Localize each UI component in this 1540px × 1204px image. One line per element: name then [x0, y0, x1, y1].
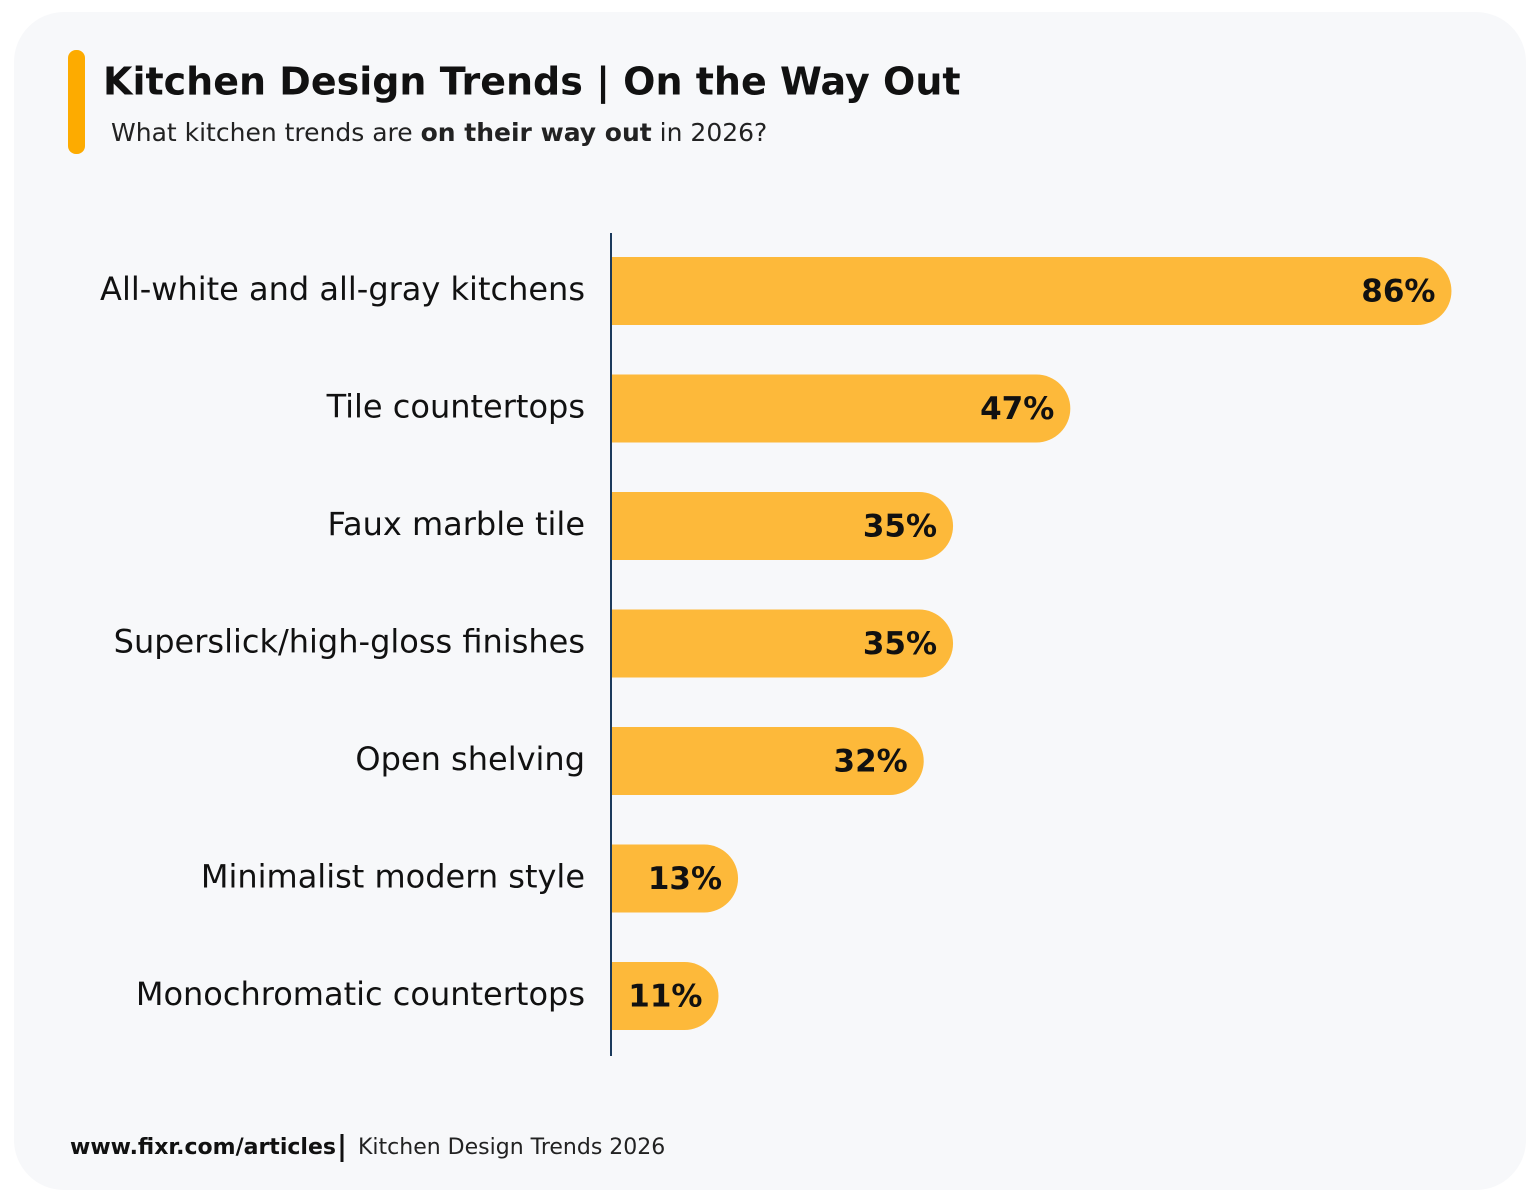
category-label: Tile countertops	[326, 388, 585, 426]
category-label: Faux marble tile	[328, 505, 585, 543]
category-label: All-white and all-gray kitchens	[100, 270, 585, 308]
chart-subtitle: What kitchen trends are on their way out…	[111, 118, 767, 147]
subtitle-part: in 2026?	[660, 118, 768, 147]
bar	[611, 844, 739, 913]
value-label: 35%	[863, 509, 937, 545]
plot-area: All-white and all-gray kitchens 86% Tile c…	[100, 257, 1452, 1030]
category-label: Monochromatic countertops	[136, 975, 585, 1013]
bar	[611, 374, 1071, 443]
value-label: 47%	[980, 391, 1054, 427]
footer-source: www.fixr.com/articles	[70, 1135, 336, 1160]
value-label: 11%	[628, 979, 702, 1015]
chart-title: Kitchen Design Trends | On the Way Out	[103, 60, 961, 105]
value-label: 86%	[1361, 274, 1435, 310]
category-label: Minimalist modern style	[201, 858, 585, 896]
bar	[611, 609, 954, 678]
bar	[611, 492, 954, 560]
bar	[611, 727, 924, 795]
subtitle-emphasis: on their way out	[421, 118, 652, 147]
subtitle-part: What kitchen trends are	[111, 118, 413, 147]
title-accent	[68, 50, 85, 154]
category-label: Superslick/high-gloss finishes	[114, 623, 585, 661]
card	[14, 12, 1526, 1190]
footer-note: Kitchen Design Trends 2026	[358, 1135, 665, 1160]
category-label: Open shelving	[355, 740, 585, 778]
value-label: 35%	[863, 626, 937, 662]
bar	[611, 257, 1452, 325]
value-label: 13%	[648, 861, 722, 897]
bar	[611, 962, 719, 1030]
value-label: 32%	[834, 744, 908, 780]
